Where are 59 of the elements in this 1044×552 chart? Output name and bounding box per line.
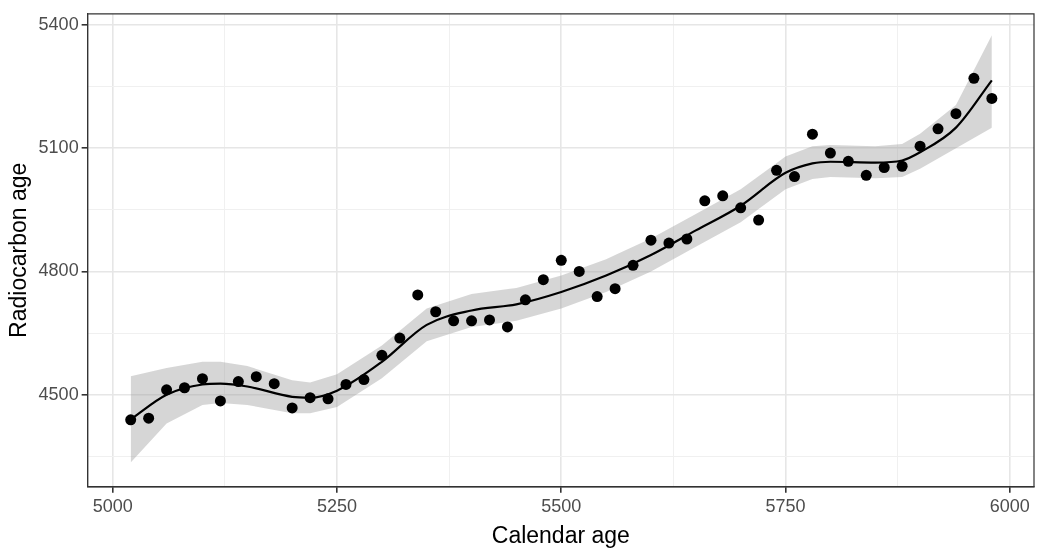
y-tick-label: 4500 [38,383,79,404]
point [842,155,854,167]
point [950,108,962,120]
point [501,321,513,333]
y-tick-label: 4800 [38,260,79,281]
point [430,306,442,318]
point [466,315,478,327]
point [268,378,280,390]
point [555,254,567,266]
x-tick-label: 5500 [541,495,582,516]
point [250,371,262,383]
point [286,402,298,414]
point [609,283,621,295]
x-tick-label: 6000 [989,495,1030,516]
point [448,315,460,327]
point [125,414,137,426]
point [322,393,334,405]
x-axis-title: Calendar age [491,521,630,548]
point [771,164,783,176]
point [484,314,496,326]
y-tick-label: 5400 [38,13,79,34]
point [232,376,244,388]
point [717,190,729,202]
point [753,214,765,226]
point [824,147,836,159]
point [735,202,747,214]
point [699,195,711,207]
point [394,332,406,344]
point [591,291,603,303]
point [645,234,657,246]
point [573,265,585,277]
point [196,373,208,385]
point [376,349,388,361]
point [519,294,531,306]
point [932,123,944,135]
point [214,395,226,407]
y-axis-title: Radiocarbon age [5,162,32,338]
point [358,374,370,386]
point [412,289,424,301]
point [304,392,316,404]
x-tick-label: 5750 [765,495,806,516]
point [789,171,800,183]
point [143,412,155,424]
point [161,384,173,396]
point [914,140,926,152]
point [968,72,980,84]
x-tick-label: 5250 [316,495,358,516]
point [663,237,675,249]
point [627,259,639,271]
point [896,160,908,172]
point [537,274,549,286]
point [806,128,818,140]
x-tick-label: 5000 [92,495,133,516]
point [860,169,872,181]
point [681,233,693,245]
point [179,382,191,394]
y-tick-label: 5100 [38,137,79,158]
point [340,378,352,390]
point [986,92,998,104]
